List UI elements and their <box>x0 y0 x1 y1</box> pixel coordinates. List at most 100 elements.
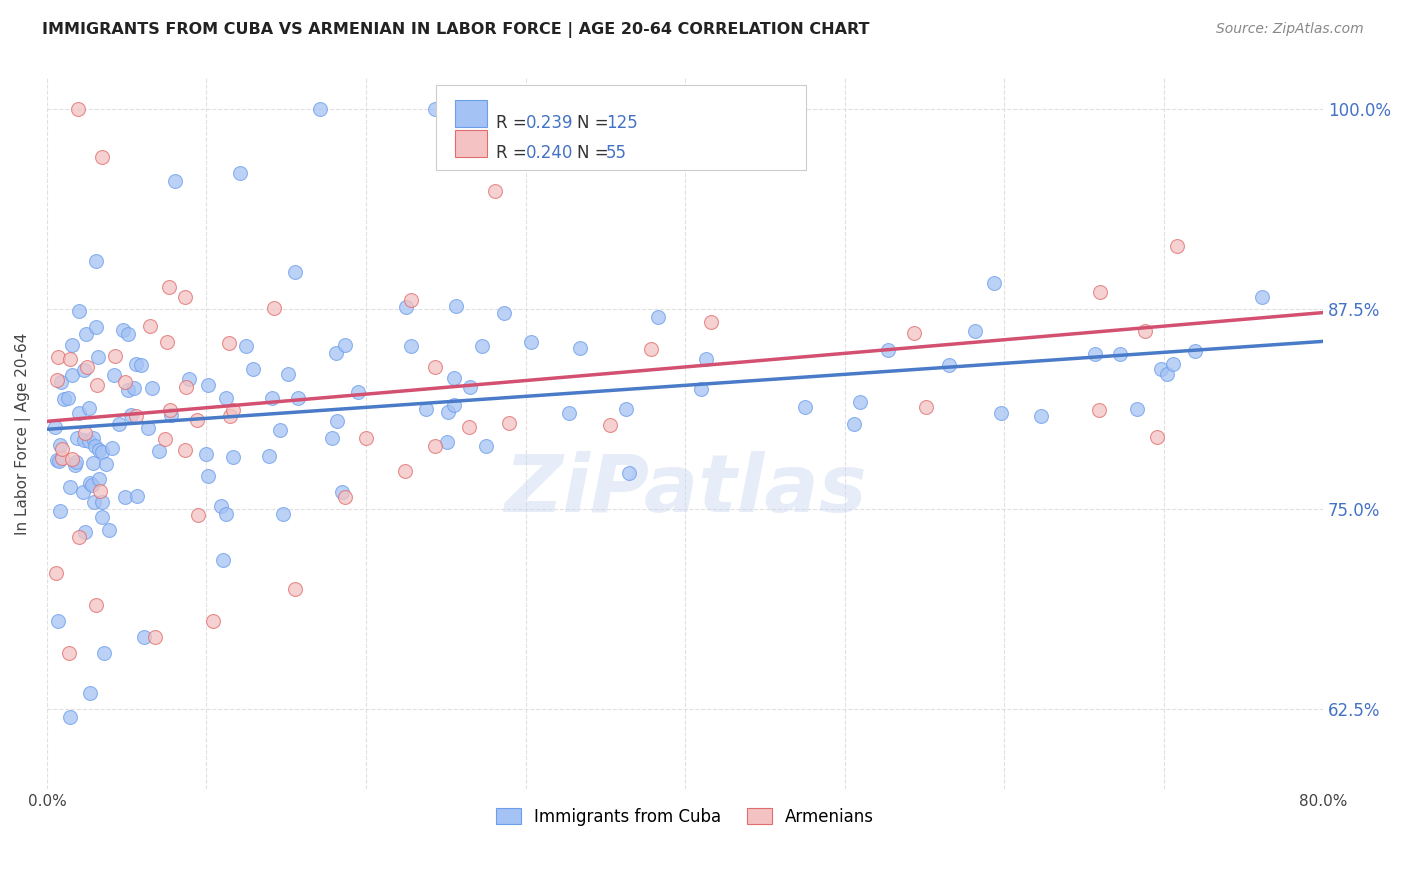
Text: 0.239: 0.239 <box>526 114 574 132</box>
Point <box>66 103 89 117</box>
Point <box>56 391 79 405</box>
Point <box>399 293 422 307</box>
Point <box>963 325 986 339</box>
Text: R =: R = <box>496 145 533 162</box>
Point <box>93 646 115 660</box>
Point <box>260 391 283 405</box>
Point <box>125 490 148 504</box>
Point <box>44 419 66 434</box>
Point <box>73 363 96 377</box>
Point <box>401 339 423 353</box>
Point <box>76 359 98 374</box>
Point <box>235 339 257 353</box>
Point <box>89 472 111 486</box>
Point <box>77 401 100 416</box>
Point <box>82 431 104 445</box>
Point <box>79 686 101 700</box>
Point <box>333 338 356 352</box>
Point <box>242 362 264 376</box>
Point <box>309 103 332 117</box>
Text: IMMIGRANTS FROM CUBA VS ARMENIAN IN LABOR FORCE | AGE 20-64 CORRELATION CHART: IMMIGRANTS FROM CUBA VS ARMENIAN IN LABO… <box>42 22 870 38</box>
Point <box>689 383 711 397</box>
Point <box>51 442 73 456</box>
Point <box>599 417 621 432</box>
Point <box>903 326 925 340</box>
Point <box>700 315 723 329</box>
Point <box>218 409 240 423</box>
Point <box>498 416 520 430</box>
Point <box>48 437 70 451</box>
Point <box>186 413 208 427</box>
Point <box>436 405 458 419</box>
Point <box>356 431 378 445</box>
Point <box>157 280 180 294</box>
Point <box>132 630 155 644</box>
Text: Source: ZipAtlas.com: Source: ZipAtlas.com <box>1216 22 1364 37</box>
Point <box>326 414 349 428</box>
Point <box>1109 347 1132 361</box>
Point <box>63 458 86 472</box>
Point <box>91 445 114 459</box>
Point <box>395 300 418 314</box>
Point <box>471 338 494 352</box>
Point <box>218 336 240 351</box>
Point <box>79 476 101 491</box>
Point <box>277 367 299 381</box>
Point <box>617 466 640 480</box>
Point <box>915 401 938 415</box>
Point <box>423 439 446 453</box>
Point <box>48 351 70 365</box>
Point <box>186 508 208 523</box>
Text: 125: 125 <box>606 114 638 132</box>
Point <box>51 451 73 466</box>
Text: N =: N = <box>576 145 613 162</box>
Point <box>558 406 581 420</box>
Point <box>215 391 238 405</box>
Point <box>89 483 111 498</box>
Text: ZiPatlas: ZiPatlas <box>503 451 866 529</box>
Point <box>139 319 162 334</box>
Point <box>84 599 107 613</box>
Point <box>842 417 865 432</box>
Point <box>91 510 114 524</box>
Point <box>211 552 233 566</box>
Point <box>444 299 467 313</box>
Point <box>423 103 446 117</box>
Point <box>49 504 72 518</box>
Point <box>640 343 662 357</box>
Point <box>475 439 498 453</box>
Point <box>990 406 1012 420</box>
Point <box>614 402 637 417</box>
Point <box>67 405 90 419</box>
Point <box>484 184 506 198</box>
Point <box>60 451 83 466</box>
Point <box>177 371 200 385</box>
Point <box>160 408 183 422</box>
Point <box>793 400 815 414</box>
Point <box>1150 361 1173 376</box>
Point <box>89 442 111 457</box>
Point <box>1126 401 1149 416</box>
Point <box>148 444 170 458</box>
Point <box>197 469 219 483</box>
Point <box>84 439 107 453</box>
Point <box>48 454 70 468</box>
Point <box>520 335 543 350</box>
Point <box>197 377 219 392</box>
Point <box>125 357 148 371</box>
Point <box>209 500 232 514</box>
Point <box>155 433 177 447</box>
Point <box>129 358 152 372</box>
Point <box>94 457 117 471</box>
Point <box>271 508 294 522</box>
Point <box>1084 347 1107 361</box>
Point <box>66 431 89 445</box>
Point <box>91 150 114 164</box>
Point <box>138 421 160 435</box>
Point <box>114 491 136 505</box>
Point <box>695 351 717 366</box>
Point <box>67 530 90 544</box>
Point <box>335 490 357 504</box>
Point <box>269 423 291 437</box>
Point <box>72 484 94 499</box>
